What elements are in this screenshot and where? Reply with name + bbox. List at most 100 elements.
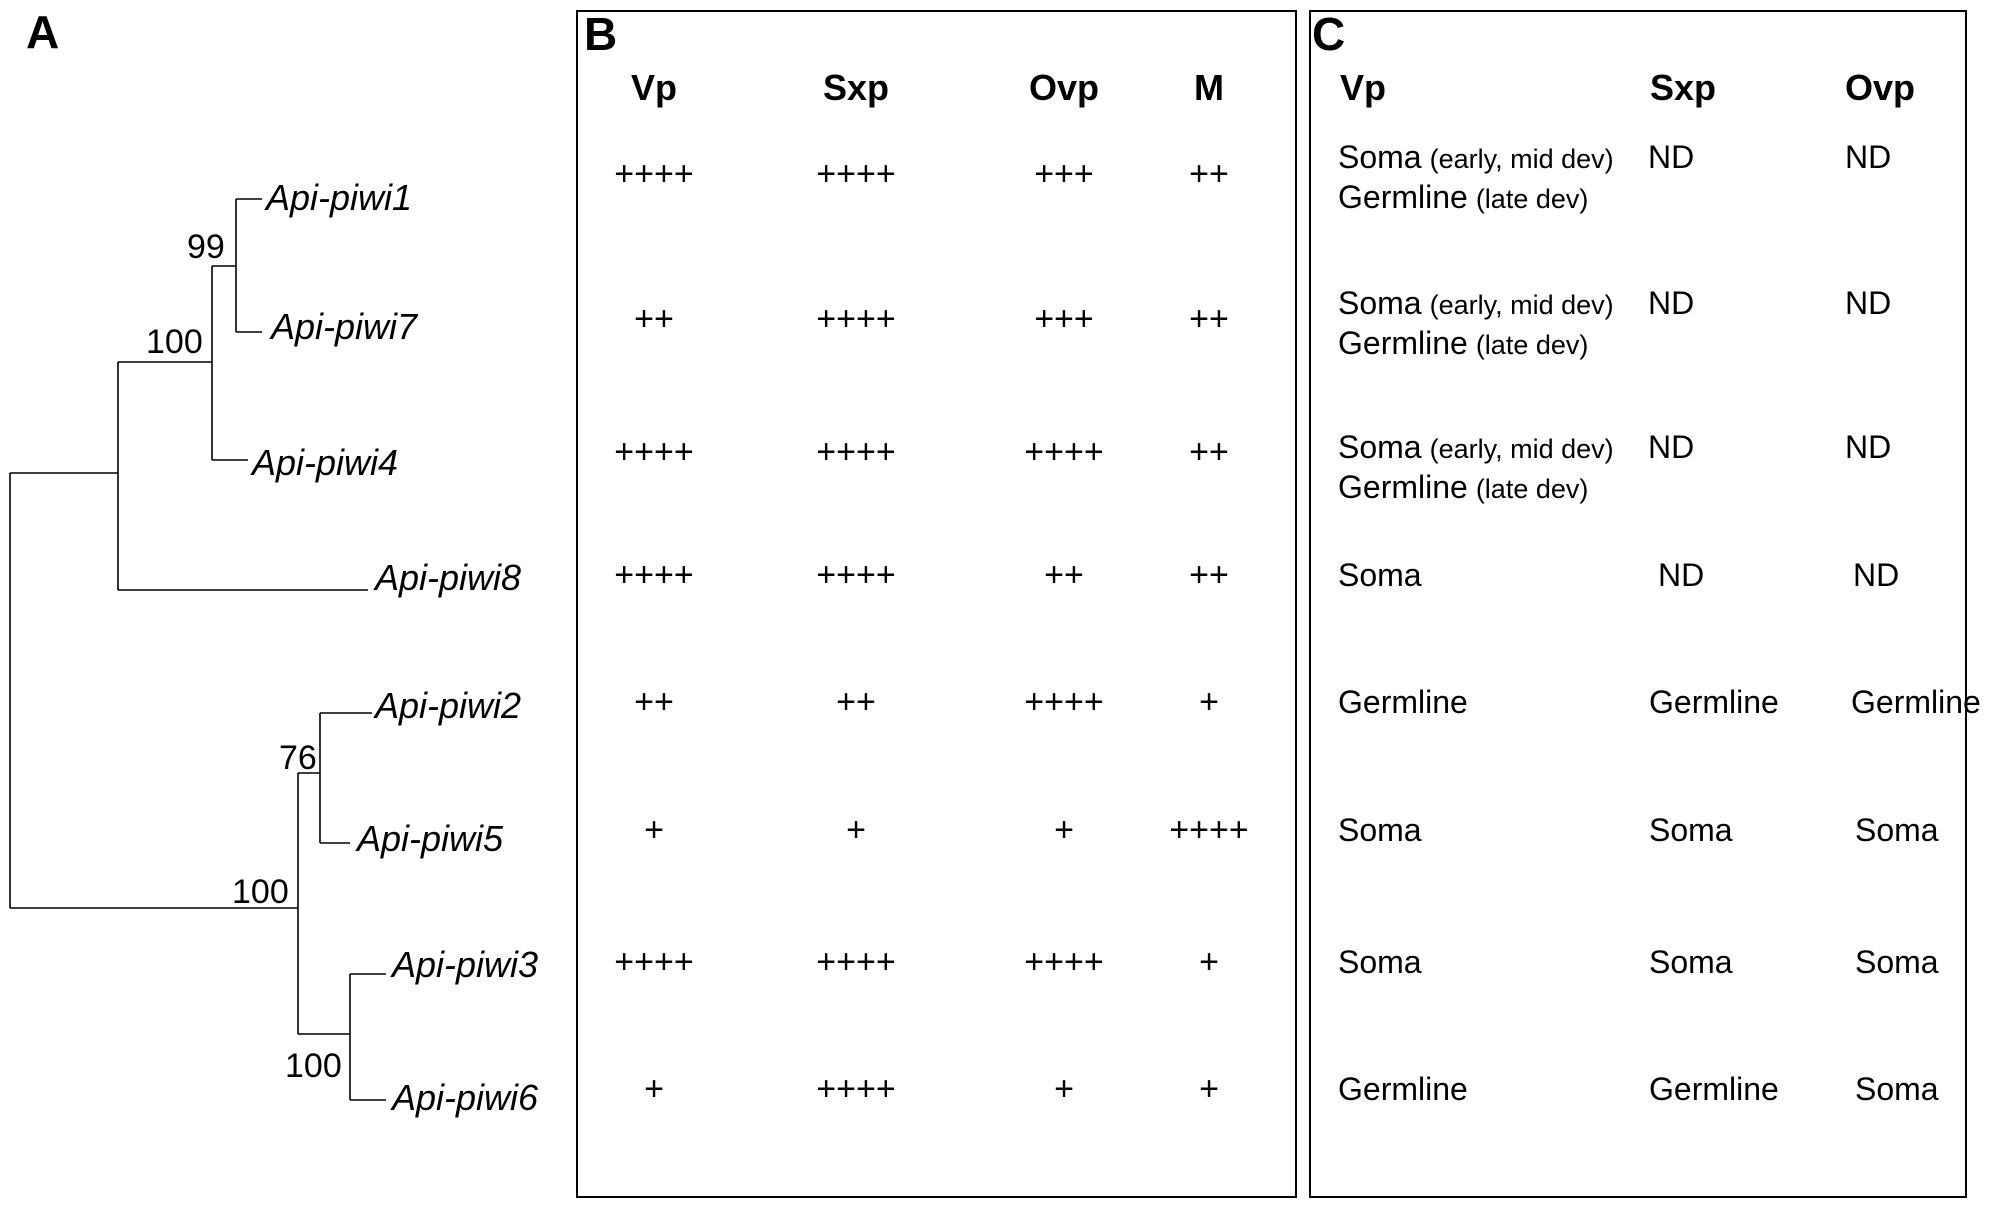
bootstrap-value: 100 <box>285 1047 342 1085</box>
gene-label: Api-piwi2 <box>373 685 521 726</box>
expression-level-cell: + <box>1199 943 1219 981</box>
sxp-location-cell: Soma <box>1649 812 1733 848</box>
panel-a: A Api-piw <box>9 6 539 1118</box>
vp-location-cell: Germline (late dev) <box>1338 325 1588 361</box>
expression-level-cell: + <box>1054 811 1074 849</box>
ovp-location-cell: Soma <box>1855 812 1939 848</box>
expression-level-cell: ++++ <box>1024 683 1103 721</box>
expression-level-cell: ++++ <box>1169 811 1248 849</box>
vp-location: Soma <box>1338 285 1422 321</box>
column-header: Vp <box>631 67 677 108</box>
expression-level-cell: + <box>1199 1070 1219 1108</box>
expression-level-cell: +++ <box>1034 300 1094 338</box>
column-header: Sxp <box>1650 67 1716 108</box>
vp-location: Germline <box>1338 325 1468 361</box>
ovp-location-cell: Germline <box>1851 684 1981 720</box>
panel-c-frame <box>1309 10 1967 1198</box>
expression-level-cell: ++++ <box>614 556 693 594</box>
expression-level-cell: ++ <box>1044 556 1084 594</box>
vp-location-cell: Soma (early, mid dev) <box>1338 285 1614 321</box>
column-header: Vp <box>1340 67 1386 108</box>
ovp-location-cell: Soma <box>1855 1071 1939 1107</box>
vp-location: Germline <box>1338 469 1468 505</box>
expression-level-cell: +++ <box>1034 155 1094 193</box>
stage-note: (late dev) <box>1476 474 1589 504</box>
gene-label: Api-piwi6 <box>390 1077 539 1118</box>
gene-label: Api-piwi5 <box>355 818 504 859</box>
vp-location: Soma <box>1338 944 1422 980</box>
expression-level-cell: + <box>1199 683 1219 721</box>
expression-level-cell: ++ <box>1189 556 1229 594</box>
sxp-location-cell: Soma <box>1649 944 1733 980</box>
expression-level-cell: + <box>846 811 866 849</box>
sxp-location-cell: Germline <box>1649 1071 1779 1107</box>
gene-label: Api-piwi8 <box>373 557 521 598</box>
expression-level-cell: ++++ <box>614 943 693 981</box>
bootstrap-value: 100 <box>146 323 203 361</box>
panel-b-frame <box>576 10 1297 1198</box>
expression-level-cell: ++++ <box>816 943 895 981</box>
vp-location-cell: Soma <box>1338 812 1422 848</box>
vp-location: Germline <box>1338 179 1468 215</box>
tree-bootstrap-values: 99 100 76 100 100 <box>146 228 342 1085</box>
panel-b: B Vp Sxp Ovp M ++++ ++++ +++ ++++ ++++ +++ ++++++… <box>576 8 1297 1198</box>
expression-level-cell: ++++ <box>614 433 693 471</box>
expression-level-cell: + <box>1054 1070 1074 1108</box>
vp-location-cell: Germline <box>1338 1071 1468 1107</box>
stage-note: (early, mid dev) <box>1430 434 1614 464</box>
ovp-location-cell: ND <box>1845 139 1891 175</box>
panel-letter-c: C <box>1312 8 1345 60</box>
stage-note: (early, mid dev) <box>1430 290 1614 320</box>
expression-level-cell: ++ <box>634 683 674 721</box>
sxp-location-cell: ND <box>1648 429 1694 465</box>
panel-b-cells: ++++ ++++ +++ ++++ ++++ +++ ++++++ ++++ ++++ ++++… <box>614 155 1248 1108</box>
panel-c: C Vp Sxp Ovp Soma (early, mid dev) Germline (… <box>1309 8 1981 1198</box>
bootstrap-value: 76 <box>279 739 317 777</box>
column-header: Ovp <box>1845 67 1915 108</box>
stage-note: (late dev) <box>1476 330 1589 360</box>
gene-label: Api-piwi3 <box>390 944 538 985</box>
ovp-location-cell: ND <box>1853 557 1899 593</box>
vp-location-cell: Soma (early, mid dev) <box>1338 429 1614 465</box>
expression-level-cell: + <box>644 811 664 849</box>
column-header: M <box>1194 67 1224 108</box>
expression-level-cell: ++++ <box>816 433 895 471</box>
expression-level-cell: ++++ <box>1024 943 1103 981</box>
expression-level-cell: ++++ <box>816 1070 895 1108</box>
sxp-location-cell: ND <box>1658 557 1704 593</box>
vp-location-cell: Germline (late dev) <box>1338 469 1588 505</box>
column-header: Sxp <box>823 67 889 108</box>
vp-location-cell: Germline <box>1338 684 1468 720</box>
gene-label: Api-piwi1 <box>264 177 412 218</box>
expression-level-cell: ++++ <box>1024 433 1103 471</box>
expression-level-cell: + <box>644 1070 664 1108</box>
vp-location: Germline <box>1338 684 1468 720</box>
expression-level-cell: ++++ <box>816 155 895 193</box>
expression-level-cell: ++++ <box>816 300 895 338</box>
expression-level-cell: ++ <box>1189 433 1229 471</box>
panel-c-headers: Vp Sxp Ovp <box>1340 67 1915 108</box>
stage-note: (late dev) <box>1476 184 1589 214</box>
expression-level-cell: ++++ <box>614 155 693 193</box>
vp-location: Soma <box>1338 429 1422 465</box>
sxp-location-cell: ND <box>1648 285 1694 321</box>
panel-b-headers: Vp Sxp Ovp M <box>631 67 1224 108</box>
expression-level-cell: ++ <box>634 300 674 338</box>
gene-label: Api-piwi7 <box>269 306 419 347</box>
sxp-location-cell: Germline <box>1649 684 1779 720</box>
column-header: Ovp <box>1029 67 1099 108</box>
ovp-location-cell: ND <box>1845 429 1891 465</box>
vp-location-cell: Germline (late dev) <box>1338 179 1588 215</box>
ovp-location-cell: Soma <box>1855 944 1939 980</box>
vp-location: Soma <box>1338 139 1422 175</box>
vp-location: Soma <box>1338 812 1422 848</box>
vp-location: Germline <box>1338 1071 1468 1107</box>
vp-location-cell: Soma (early, mid dev) <box>1338 139 1614 175</box>
bootstrap-value: 99 <box>187 228 225 266</box>
vp-location-cell: Soma <box>1338 557 1422 593</box>
gene-label: Api-piwi4 <box>250 442 398 483</box>
tree-branches <box>9 198 386 1101</box>
tree-gene-labels: Api-piwi1 Api-piwi7 Api-piwi4 Api-piwi8 … <box>250 177 539 1118</box>
ovp-location-cell: ND <box>1845 285 1891 321</box>
